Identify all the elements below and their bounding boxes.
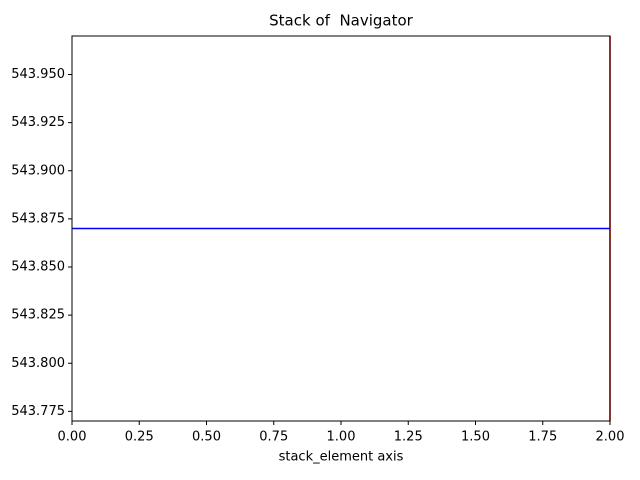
x-tick-label: 2.00 (596, 430, 625, 445)
x-tick-label: 1.75 (528, 430, 557, 445)
plot-frame (71, 35, 611, 422)
y-tick-label: 543.875 (11, 211, 65, 226)
y-tick-label: 543.800 (11, 356, 65, 371)
x-tick-label: 0.25 (125, 430, 154, 445)
y-tick-label: 543.775 (11, 404, 65, 419)
x-axis-label: stack_element axis (279, 450, 404, 465)
x-tick-label: 1.25 (394, 430, 423, 445)
x-tick-label: 1.00 (327, 430, 356, 445)
x-tick-label: 0.75 (259, 430, 288, 445)
y-tick-label: 543.925 (11, 115, 65, 130)
y-tick-label: 543.850 (11, 260, 65, 275)
chart-title: Stack of Navigator (269, 12, 414, 30)
y-tick-label: 543.950 (11, 67, 65, 82)
y-tick-label: 543.825 (11, 308, 65, 323)
x-tick-label: 1.50 (461, 430, 490, 445)
x-tick-label: 0.50 (192, 430, 221, 445)
x-tick-label: 0.00 (58, 430, 87, 445)
y-tick-label: 543.900 (11, 163, 65, 178)
